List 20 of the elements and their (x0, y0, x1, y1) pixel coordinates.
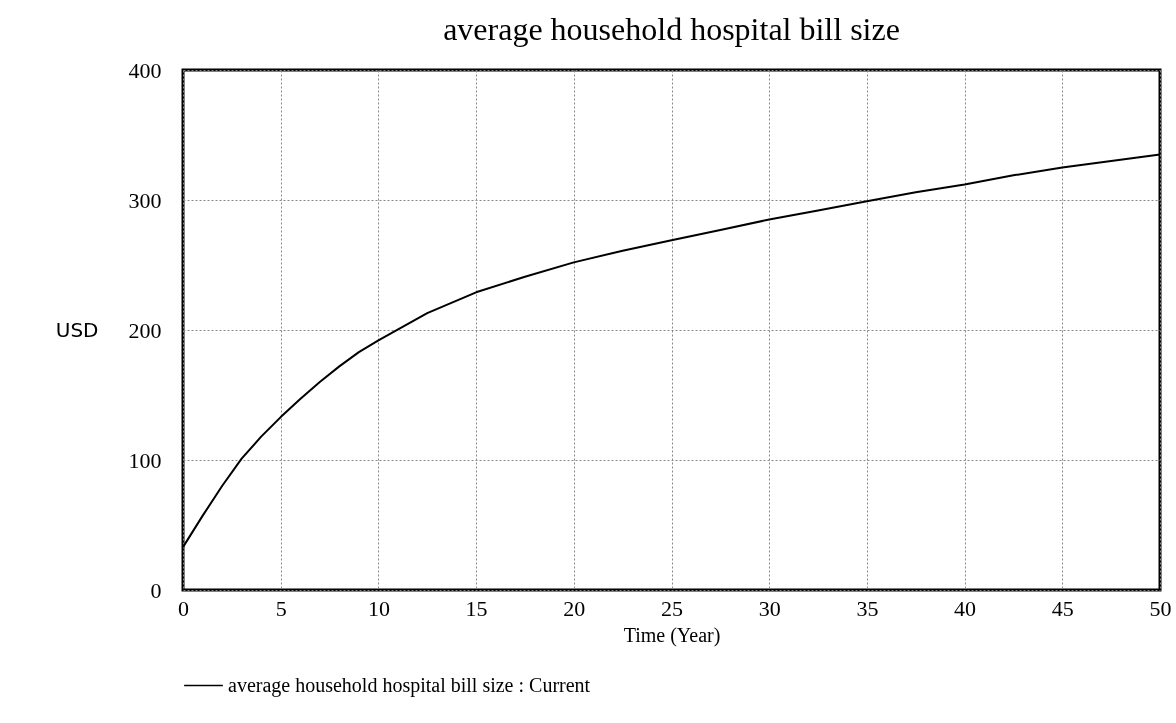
y-tick-label: 0 (150, 577, 162, 603)
y-tick-label: 200 (128, 317, 162, 343)
x-tick-label: 10 (367, 595, 390, 621)
legend-label: average household hospital bill size : Current (228, 673, 591, 697)
x-tick-label: 40 (954, 595, 977, 621)
x-tick-label: 20 (563, 595, 586, 621)
x-tick-label: 5 (275, 595, 287, 621)
x-tick-label: 45 (1051, 595, 1074, 621)
y-tick-label: 400 (128, 57, 162, 83)
x-tick-label: 25 (661, 595, 683, 621)
x-tick-label: 0 (178, 595, 189, 621)
x-tick-label: 15 (465, 595, 488, 621)
x-tick-label: 35 (856, 595, 879, 621)
y-axis-title: USD (55, 317, 99, 342)
x-tick-label: 30 (758, 595, 781, 621)
x-axis-title: Time (Year) (623, 623, 721, 647)
x-tick-label: 50 (1149, 595, 1172, 621)
chart-title: average household hospital bill size (443, 11, 900, 47)
y-tick-label: 300 (128, 187, 162, 213)
y-tick-label: 100 (128, 447, 162, 473)
